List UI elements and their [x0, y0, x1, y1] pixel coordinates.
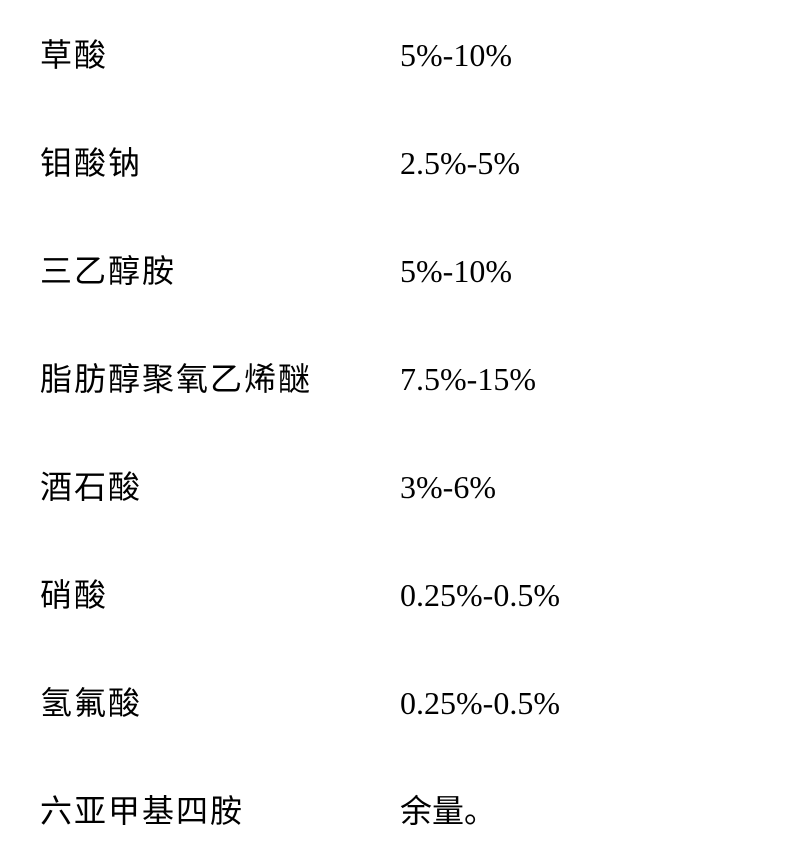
ingredient-amount: 0.25%-0.5% [400, 685, 560, 722]
ingredient-name: 脂肪醇聚氧乙烯醚 [40, 354, 400, 400]
table-row: 钼酸钠 2.5%-5% [40, 138, 760, 184]
ingredient-name: 三乙醇胺 [40, 246, 400, 292]
ingredient-name: 草酸 [40, 30, 400, 76]
table-row: 酒石酸 3%-6% [40, 462, 760, 508]
ingredient-name: 六亚甲基四胺 [40, 786, 400, 832]
table-row: 硝酸 0.25%-0.5% [40, 570, 760, 616]
table-row: 氢氟酸 0.25%-0.5% [40, 678, 760, 724]
ingredient-name: 钼酸钠 [40, 138, 400, 184]
ingredient-amount: 7.5%-15% [400, 361, 536, 398]
table-row: 草酸 5%-10% [40, 30, 760, 76]
ingredient-amount: 0.25%-0.5% [400, 577, 560, 614]
ingredient-amount: 余量。 [400, 786, 496, 832]
ingredient-amount: 5%-10% [400, 37, 512, 74]
ingredient-name: 硝酸 [40, 570, 400, 616]
ingredient-amount: 2.5%-5% [400, 145, 520, 182]
composition-table: 草酸 5%-10% 钼酸钠 2.5%-5% 三乙醇胺 5%-10% 脂肪醇聚氧乙… [40, 30, 760, 832]
ingredient-amount: 5%-10% [400, 253, 512, 290]
table-row: 六亚甲基四胺 余量。 [40, 786, 760, 832]
table-row: 脂肪醇聚氧乙烯醚 7.5%-15% [40, 354, 760, 400]
ingredient-name: 氢氟酸 [40, 678, 400, 724]
ingredient-name: 酒石酸 [40, 462, 400, 508]
ingredient-amount: 3%-6% [400, 469, 496, 506]
table-row: 三乙醇胺 5%-10% [40, 246, 760, 292]
